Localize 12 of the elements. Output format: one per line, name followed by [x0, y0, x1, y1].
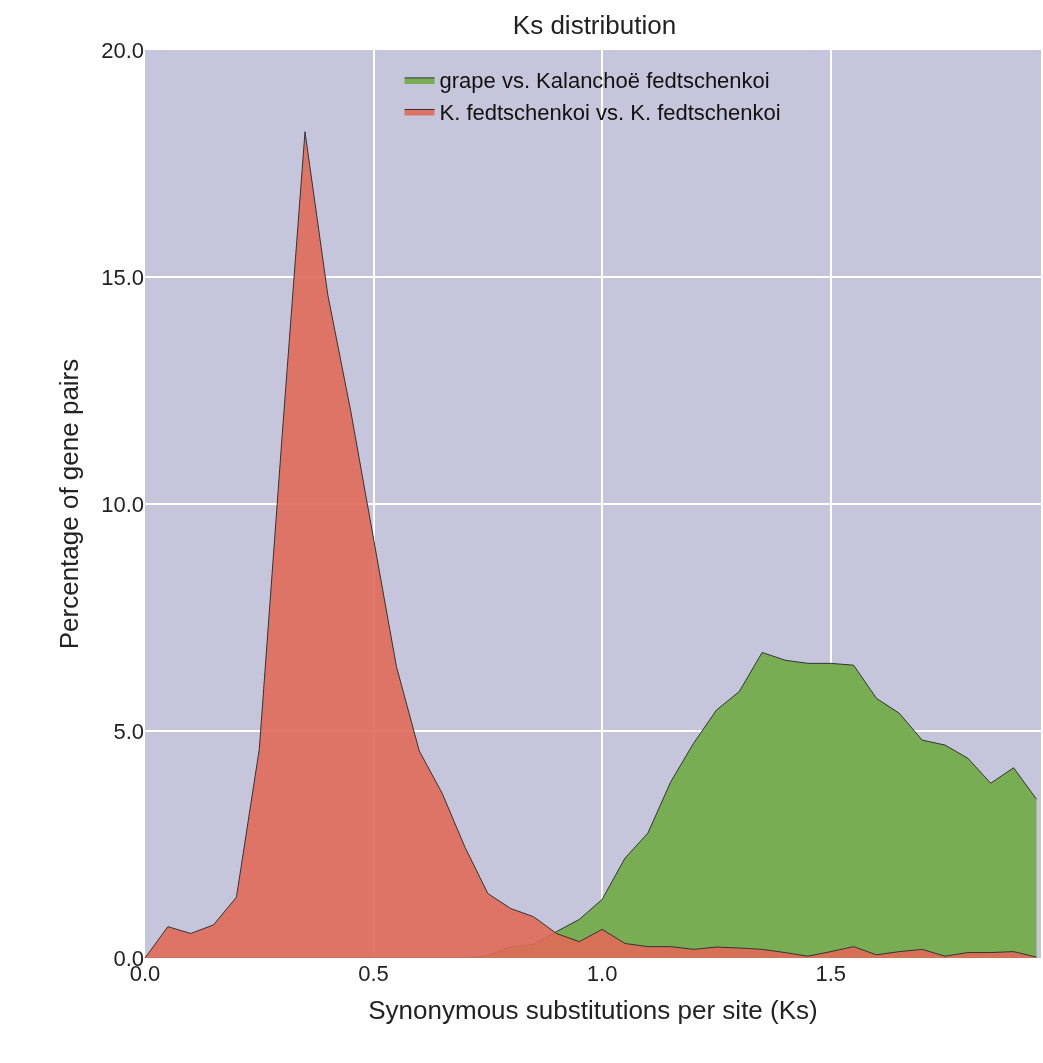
legend-label: K. fedtschenkoi vs. K. fedtschenkoi	[439, 100, 781, 126]
x-tick-label: 0.5	[358, 961, 389, 986]
x-tick-label: 1.5	[815, 961, 847, 986]
x-tick-label: 1.0	[586, 961, 618, 986]
legend-label: grape vs. Kalanchoë fedtschenkoi	[439, 68, 770, 94]
y-axis-title: Percentage of gene pairs	[53, 358, 84, 650]
y-tick-label: 10.0	[101, 491, 144, 517]
y-tick-label: 20.0	[101, 37, 144, 63]
chart-title: Ks distribution	[512, 10, 677, 41]
y-tick-label: 5.0	[113, 718, 144, 744]
y-tick-label: 15.0	[101, 264, 144, 290]
x-axis-title: Synonymous substitutions per site (Ks)	[368, 994, 818, 1025]
